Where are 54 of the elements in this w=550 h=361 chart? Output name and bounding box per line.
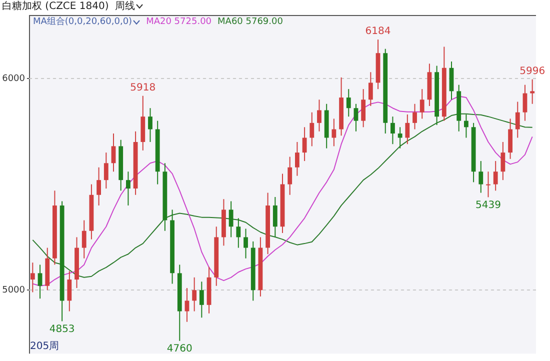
candlestick xyxy=(522,84,528,122)
candlestick xyxy=(126,171,130,206)
candlestick xyxy=(82,220,86,259)
annotation: 4760 xyxy=(166,343,192,354)
candlestick xyxy=(288,156,292,196)
candlestick xyxy=(361,88,366,128)
candlestick xyxy=(30,262,35,293)
candlestick xyxy=(412,103,417,130)
candlestick xyxy=(38,264,42,300)
annotation: 5439 xyxy=(476,200,501,211)
candlestick xyxy=(346,88,351,118)
chart-title: 白糖加权 (CZCE 1840) xyxy=(2,0,109,13)
candlestick xyxy=(332,118,336,147)
candlestick xyxy=(244,228,248,259)
annotation: 4853 xyxy=(49,324,75,335)
candlestick xyxy=(310,112,314,147)
annotation: 6184 xyxy=(365,26,391,38)
legend-title: MA组合(0,0,20,60,0,0) xyxy=(33,17,132,28)
candlestick xyxy=(493,160,498,192)
candlestick xyxy=(294,141,300,176)
annotation: 5996 xyxy=(520,66,546,77)
chart-subtitle: 周线 xyxy=(114,0,135,13)
y-tick-label: 6000 xyxy=(2,74,26,84)
candlestick xyxy=(478,160,484,194)
candlestick xyxy=(228,200,234,238)
candlestick xyxy=(354,103,358,132)
candlestick xyxy=(111,133,116,172)
candlestick xyxy=(405,114,410,145)
candlestick xyxy=(96,166,102,206)
candlestick xyxy=(500,141,506,181)
candlestick xyxy=(67,270,72,312)
candlestick xyxy=(530,78,535,104)
candlestick xyxy=(199,281,204,318)
candlestick xyxy=(236,218,241,248)
text: MA20 5725.00 xyxy=(146,17,212,28)
text: MA60 5769.00 xyxy=(218,17,283,28)
y-tick-label: 5000 xyxy=(2,285,26,296)
candlestick xyxy=(104,152,108,190)
candlestick xyxy=(508,118,512,160)
candlestick xyxy=(390,116,395,145)
candlestick xyxy=(449,61,454,100)
candlestick xyxy=(192,276,197,312)
candlestick xyxy=(272,196,278,238)
candlestick xyxy=(148,108,152,142)
candlestick xyxy=(420,88,424,120)
candlestick xyxy=(398,126,402,149)
candlestick xyxy=(368,72,373,106)
candlestick xyxy=(486,171,490,198)
annotation: 205周 xyxy=(30,341,60,352)
candlestick xyxy=(184,287,190,322)
candlestick xyxy=(317,99,322,132)
candlestick xyxy=(515,101,520,138)
candlestick xyxy=(302,126,307,162)
annotation: 5918 xyxy=(130,82,156,94)
